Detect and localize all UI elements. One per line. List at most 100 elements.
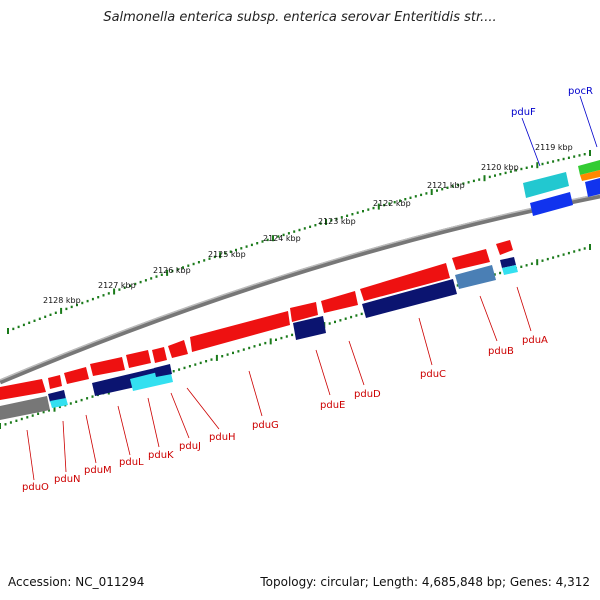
tick-mark [4,423,7,426]
rev-gene-2[interactable] [455,265,496,289]
tick-mark [531,165,533,168]
gene-label-pduM[interactable]: pduM [84,465,112,476]
rev-gene-8[interactable] [0,396,50,420]
tick-mark [81,301,84,305]
gene-pduK-block[interactable] [126,350,151,368]
tick-mark [552,256,555,259]
gene-label-pduF[interactable]: pduF [511,107,536,118]
tick-mark [58,405,61,409]
tick-mark [298,228,301,232]
kbp-label: 2127 kbp [98,281,136,290]
rev-gene-1[interactable] [500,257,516,268]
tick-mark [226,353,229,356]
tick-mark [65,307,68,311]
tick-mark [325,219,327,225]
tick-mark [328,322,331,325]
tick-mark [515,169,518,172]
tick-mark [253,345,256,348]
gene-pduD-block[interactable] [321,291,358,313]
tick-mark [578,248,581,252]
tick-mark [210,358,213,361]
outer-tick-ring [7,150,591,334]
gene-label-pduH[interactable]: pduH [209,432,236,443]
tick-mark [129,284,131,287]
tick-mark [76,303,78,307]
kbp-label: 2123 kbp [318,217,356,226]
tick-mark [303,227,306,230]
gene-label-pduB[interactable]: pduB [488,346,514,357]
gene-pduA-block[interactable] [496,240,513,255]
tick-mark [293,230,296,233]
rev-gene-4[interactable] [293,316,326,340]
tick-mark [493,273,496,276]
gene-pduM-block[interactable] [64,367,89,384]
kbp-label: 2120 kbp [481,163,519,172]
tick-mark [541,259,544,262]
gene-label-pduN[interactable]: pduN [54,474,81,485]
tick-mark [404,198,407,201]
tick-mark [183,366,186,370]
tick-mark [17,325,20,329]
gene-label-pduA[interactable]: pduA [522,335,548,346]
tick-mark [37,412,40,415]
gene-pduL-block[interactable] [90,357,125,376]
tick-mark [166,269,169,276]
tick-mark [275,338,277,341]
tick-mark [26,416,29,419]
kbp-label: 2125 kbp [208,250,246,259]
gene-pocR-orange[interactable] [580,170,600,181]
gene-pduJ-block[interactable] [152,347,167,363]
tick-mark [546,257,549,261]
tick-mark [242,348,245,351]
gene-label-pduD[interactable]: pduD [354,389,381,400]
accession-text: Accession: NC_011294 [8,575,145,589]
tick-mark [520,167,523,171]
gene-label-pduC[interactable]: pduC [420,369,446,380]
gene-pduC-block[interactable] [360,263,450,301]
gene-label-pduL[interactable]: pduL [119,457,144,468]
gene-pduF-block-2[interactable] [530,192,573,216]
gene-label-pduE[interactable]: pduE [320,400,345,411]
tick-mark [456,284,459,287]
tick-mark [118,288,121,291]
gene-label-pduG[interactable]: pduG [252,420,279,431]
tick-mark [377,203,380,210]
gene-label-pduJ[interactable]: pduJ [179,441,201,452]
gene-label-pduK[interactable]: pduK [148,450,174,461]
backbone [0,193,600,385]
tick-mark [291,333,294,337]
tick-mark [240,247,243,250]
gene-pduO-block[interactable] [0,379,46,400]
gene-pocR-blue[interactable] [585,178,600,197]
rev-gene-3[interactable] [362,279,457,318]
gene-pduE-block[interactable] [290,302,318,322]
tick-mark [552,160,555,163]
gene-pduG-block[interactable] [190,311,290,352]
gene-label-pocR[interactable]: pocR [568,86,593,97]
rev-gene-5[interactable] [92,368,158,396]
tick-mark [355,314,358,317]
gene-pduF-block[interactable] [523,172,569,198]
rev-gene-6[interactable] [154,364,172,377]
gene-pduH-block[interactable] [168,340,188,358]
reverse-genes [0,257,518,420]
tick-mark [248,346,251,350]
tick-mark [583,247,586,250]
tick-mark [383,203,386,207]
tick-mark [319,222,322,225]
tick-mark [178,368,181,371]
kbp-labels: 2119 kbp 2120 kbp 2121 kbp 2122 kbp 2123… [43,143,573,305]
gene-pduN-block[interactable] [48,375,62,389]
rev-gene-7b[interactable] [50,398,68,408]
rev-gene-1b[interactable] [502,265,518,275]
gene-pocR-green[interactable] [578,160,600,175]
tick-mark [525,166,528,169]
tick-mark [9,421,12,424]
tick-mark [578,154,581,157]
gene-label-pduO[interactable]: pduO [22,482,49,493]
kbp-label: 2128 kbp [43,296,81,305]
tick-mark [245,245,248,248]
tick-mark [472,179,475,183]
tick-mark [589,244,591,250]
gene-pduB-block[interactable] [452,249,490,270]
